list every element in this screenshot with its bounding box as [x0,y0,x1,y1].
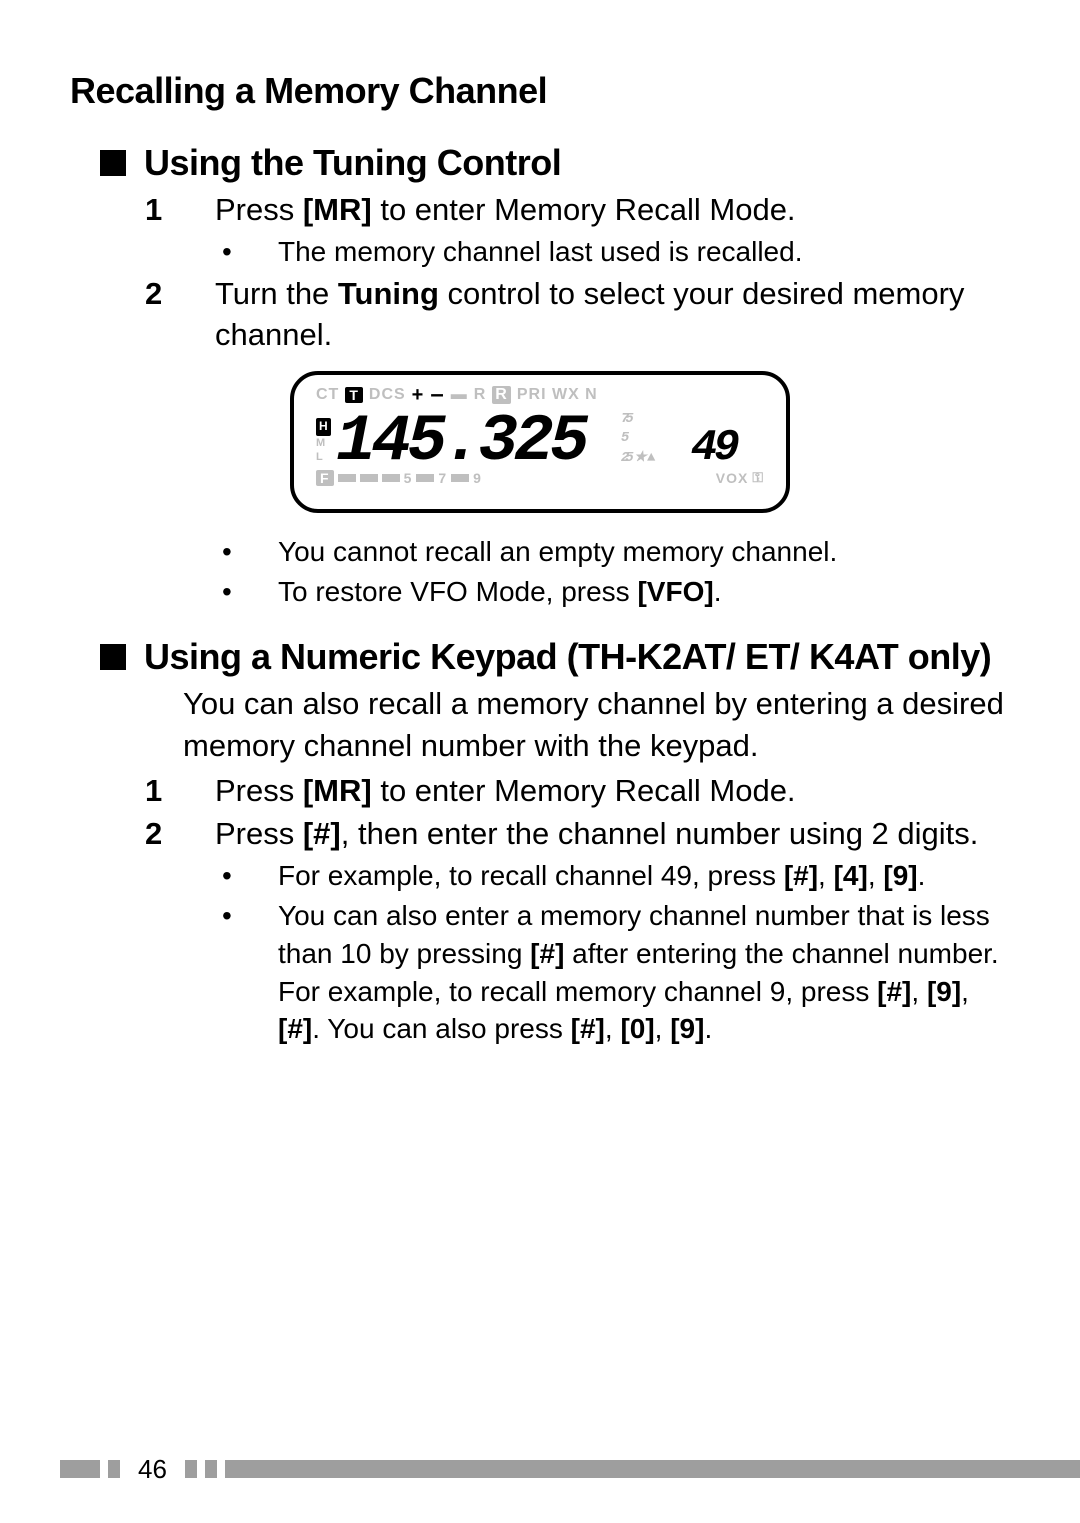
bullet-dot-icon: • [250,233,278,271]
s2-step-1-post: to enter Memory Recall Mode. [372,773,796,808]
lcd-t-icon: T [345,387,363,403]
s2-step-2-bullet-2: •You can also enter a memory channel num… [250,897,1010,1048]
s2-step-1-num: 1 [180,770,215,812]
step-2-bullet-1: •You cannot recall an empty memory chann… [250,533,1010,571]
bullet-dot-icon: • [250,897,278,935]
step-2-bullet-2: •To restore VFO Mode, press [VFO]. [250,573,1010,611]
page-number: 46 [138,1454,167,1485]
step-2: 2Turn the Tuning control to select your … [180,273,1010,357]
s2-step-2-bold: [#] [303,816,341,851]
section-keypad-text: Using a Numeric Keypad (TH-K2AT/ ET/ K4A… [144,636,991,678]
step-1-num: 1 [180,189,215,231]
lcd-r2-icon: R [492,386,511,404]
lcd-ct-icon: CT [316,386,339,404]
lcd-dcs-icon: DCS [369,386,406,404]
lcd-display: CT T DCS + – ▬ R R PRI WX N H M L 145.32… [290,371,790,513]
lcd-f-icon: F [316,470,334,486]
step-1-pre: Press [215,192,303,227]
lcd-frequency: 145.325 [336,404,585,479]
step-2-bullet-2-bold: [VFO] [637,576,713,607]
s2-step-1-bold: [MR] [303,773,372,808]
s2-step-1: 1Press [MR] to enter Memory Recall Mode. [180,770,1010,812]
bullet-dot-icon: • [250,573,278,611]
section-tuning-title: Using the Tuning Control [100,142,1010,184]
step-1-bullet-1: •The memory channel last used is recalle… [250,233,1010,271]
lcd-h-icon: H [316,418,331,436]
s2-step-2: 2Press [#], then enter the channel numbe… [180,813,1010,855]
s2-b1-container: For example, to recall channel 49, press… [278,860,925,891]
lcd-r5: 5 [621,430,625,446]
step-1: 1Press [MR] to enter Memory Recall Mode. [180,189,1010,231]
s2-b2-container: You can also enter a memory channel numb… [278,900,999,1044]
section-tuning-text: Using the Tuning Control [144,142,561,184]
s2-step-2-post: , then enter the channel number using 2 … [341,816,979,851]
s2-step-1-pre: Press [215,773,303,808]
lcd-r25: 25 [621,450,630,466]
page-footer: 46 [0,1460,1080,1478]
s2-step-2-bullet-1: •For example, to recall channel 49, pres… [250,857,1010,895]
page-title: Recalling a Memory Channel [70,70,1010,112]
lcd-r75: 75 [621,411,630,427]
section-keypad-intro: You can also recall a memory channel by … [183,683,1010,767]
lcd-l-icon: L [316,450,336,464]
step-1-bullet-1-text: The memory channel last used is recalled… [278,236,802,267]
lcd-r-icon: R [474,386,487,404]
square-bullet-icon [100,150,126,176]
step-1-bold: [MR] [303,192,372,227]
step-2-bullet-1-text: You cannot recall an empty memory channe… [278,536,837,567]
step-2-bullet-2-post: . [714,576,722,607]
lcd-m-icon: M [316,436,336,450]
s2-step-2-pre: Press [215,816,303,851]
bullet-dot-icon: • [250,857,278,895]
bullet-dot-icon: • [250,533,278,571]
step-2-num: 2 [180,273,215,315]
step-2-pre: Turn the [215,276,338,311]
s2-step-2-num: 2 [180,813,215,855]
lcd-pri-icon: PRI WX N [517,386,598,404]
step-1-post: to enter Memory Recall Mode. [372,192,796,227]
step-2-bullet-2-pre: To restore VFO Mode, press [278,576,637,607]
section-keypad-title: Using a Numeric Keypad (TH-K2AT/ ET/ K4A… [100,636,1010,678]
square-bullet-icon [100,644,126,670]
lcd-channel: 49 [691,423,736,473]
step-2-bold: Tuning [338,276,439,311]
